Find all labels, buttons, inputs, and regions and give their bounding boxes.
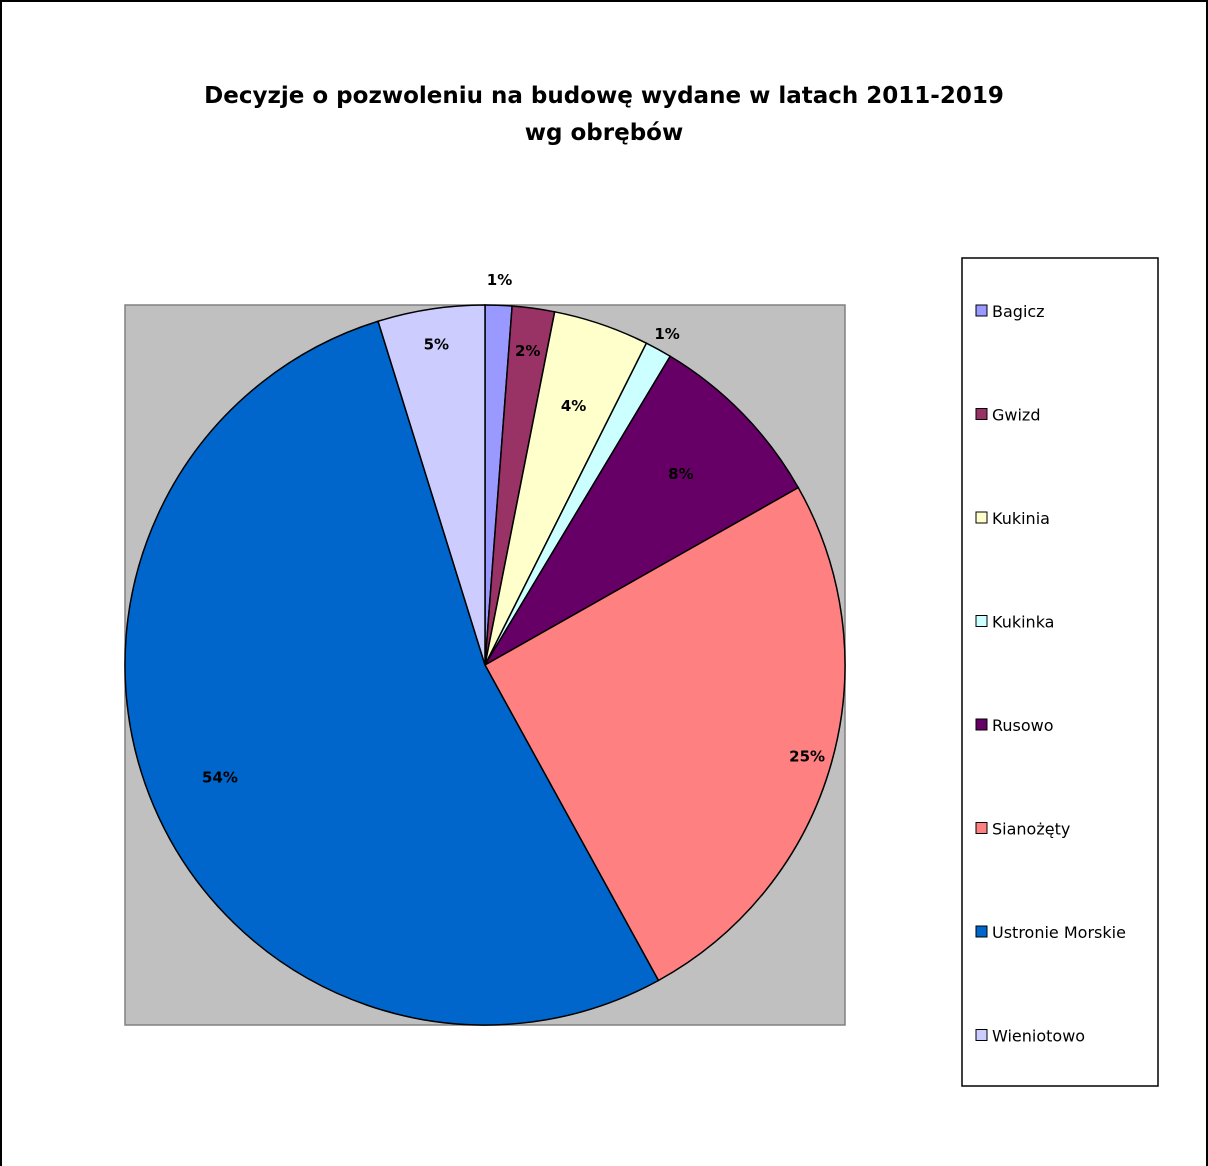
data-label-sianozety: 25% — [789, 747, 825, 765]
chart-title: Decyzje o pozwoleniu na budowę wydane w … — [204, 83, 1004, 109]
pie-slice-rusowo — [482, 355, 800, 668]
data-label-kukinia: 4% — [561, 397, 586, 415]
legend-label-rusowo: Rusowo — [992, 716, 1054, 735]
legend: Bagicz Gwizd Kukinia Kukinka Rusowo Sianożęty… — [975, 302, 1126, 1046]
legend-swatch-bagicz — [975, 304, 988, 317]
pie-slice-sianozety — [483, 486, 846, 982]
legend-label-kukinka: Kukinka — [992, 613, 1054, 632]
legend-label-gwizd: Gwizd — [992, 406, 1040, 425]
pie-slices — [124, 304, 846, 1026]
legend-swatch-kukinia — [975, 511, 988, 524]
legend-swatch-sianozety — [975, 822, 988, 834]
legend-label-bagicz: Bagicz — [992, 302, 1045, 321]
legend-swatch-kukinka — [975, 615, 988, 627]
legend-label-wieniotowo: Wieniotowo — [992, 1027, 1085, 1046]
legend-swatch-wieniotowo — [975, 1029, 988, 1041]
data-label-bagicz: 1% — [487, 271, 512, 289]
chart-subtitle: wg obrębów — [525, 120, 683, 146]
pie-slice-wieniotowo — [377, 304, 486, 666]
legend-swatch-ustronie-morskie — [975, 925, 988, 938]
legend-swatch-rusowo — [975, 718, 988, 731]
pie-slice-ustronie-morskie — [124, 320, 660, 1026]
legend-box — [961, 257, 1159, 1087]
legend-label-ustronie-morskie: Ustronie Morskie — [992, 923, 1126, 942]
legend-swatch-gwizd — [975, 408, 988, 420]
data-label-rusowo: 8% — [668, 465, 693, 483]
legend-label-kukinia: Kukinia — [992, 509, 1050, 528]
pie-labels: 1% 2% 4% 1% 8% 25% 54% 5% — [202, 271, 825, 787]
data-label-kukinka: 1% — [654, 325, 679, 343]
data-label-ustronie-morskie: 54% — [202, 769, 238, 787]
data-label-wieniotowo: 5% — [424, 336, 449, 354]
data-label-gwizd: 2% — [515, 342, 540, 360]
legend-label-sianozety: Sianożęty — [992, 820, 1070, 839]
